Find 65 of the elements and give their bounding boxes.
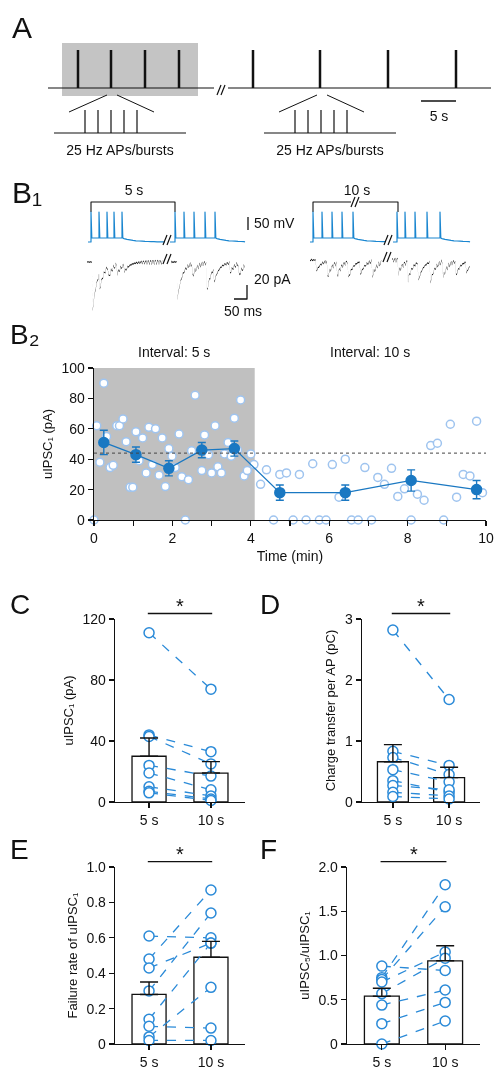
x-axis-title: Time (min) — [256, 548, 324, 565]
text: A — [12, 11, 33, 44]
y-tick-label: 0 — [98, 1035, 107, 1052]
text: 25 Hz APs/bursts — [276, 142, 384, 158]
x-tick-label: 10 s — [197, 812, 225, 829]
x-tick-label: 2 — [168, 530, 177, 547]
y-axis-title: uIPSC₁ (pA) — [60, 675, 76, 746]
text: 50 ms — [223, 303, 263, 319]
y-tick-label: 0.4 — [86, 965, 107, 982]
x-tick-label: 10 s — [435, 812, 463, 829]
x-tick-label: 10 s — [197, 1054, 225, 1071]
text: 20 pA — [254, 271, 292, 287]
x-tick-label: 4 — [246, 530, 255, 547]
y-tick-label: 1 — [345, 732, 354, 749]
y-tick-label: 2 — [345, 671, 354, 688]
y-tick-label: 0.5 — [318, 991, 339, 1008]
text: * — [417, 595, 425, 617]
text: 50 mV — [254, 215, 296, 231]
x-tick-label: 5 s — [139, 1054, 159, 1071]
y-tick-label: 40 — [69, 451, 86, 468]
y-tick-label: 1.0 — [86, 858, 107, 875]
chart-title: B₂ — [10, 318, 40, 350]
y-tick-label: 3 — [345, 610, 354, 627]
text: B₁ — [12, 176, 43, 209]
text: 10 s — [343, 182, 371, 198]
text: * — [176, 843, 184, 865]
y-tick-label: 0 — [98, 793, 107, 810]
chart-title: F — [260, 833, 278, 865]
y-axis-title: uIPSC₅/uIPSC₁ — [296, 910, 312, 1000]
y-tick-label: 0 — [345, 793, 354, 810]
y-tick-label: 0.2 — [86, 1000, 107, 1017]
x-tick-label: 6 — [325, 530, 334, 547]
chart-title: C — [10, 588, 31, 620]
y-tick-label: 0.6 — [86, 929, 107, 946]
text: 25 Hz APs/bursts — [66, 142, 174, 158]
y-tick-label: 100 — [61, 359, 86, 376]
y-tick-label: 1.5 — [318, 903, 339, 920]
text: * — [410, 843, 418, 865]
x-tick-label: 5 s — [383, 812, 403, 829]
x-tick-label: 10 s — [431, 1054, 459, 1071]
y-tick-label: 0.8 — [86, 894, 107, 911]
y-tick-label: 60 — [69, 420, 86, 437]
y-tick-label: 40 — [90, 732, 107, 749]
y-axis-title: Charge transfer per AP (pC) — [323, 629, 339, 792]
y-axis-title: uIPSC₁ (pA) — [39, 408, 55, 480]
y-tick-label: 80 — [90, 671, 107, 688]
y-tick-label: 0 — [77, 511, 86, 528]
x-tick-label: 5 s — [139, 812, 159, 829]
y-tick-label: 1.0 — [318, 947, 339, 964]
text: * — [176, 595, 184, 617]
chart-title: E — [10, 833, 29, 865]
y-tick-label: 80 — [69, 390, 86, 407]
x-tick-label: 8 — [403, 530, 412, 547]
y-tick-label: 2.0 — [318, 858, 339, 875]
x-tick-label: 10 — [478, 530, 494, 547]
text: 5 s — [429, 108, 449, 124]
x-tick-label: 5 s — [372, 1054, 392, 1071]
text: 5 s — [124, 182, 144, 198]
y-axis-title: Failure rate of uIPSC₁ — [64, 892, 80, 1019]
text: Interval: 10 s — [330, 344, 411, 360]
y-tick-label: 20 — [69, 481, 86, 498]
text: Interval: 5 s — [138, 344, 211, 360]
y-tick-label: 0 — [330, 1035, 339, 1052]
y-tick-label: 120 — [82, 610, 107, 627]
chart-title: D — [260, 588, 281, 620]
